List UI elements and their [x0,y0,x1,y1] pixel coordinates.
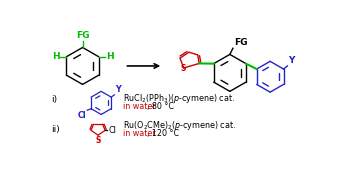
Text: Y: Y [115,85,121,94]
Text: FG: FG [76,31,89,40]
Text: RuCl$_2$(PPh$_3$)($p$-cymene) cat.: RuCl$_2$(PPh$_3$)($p$-cymene) cat. [123,92,235,105]
Text: in water: in water [123,129,156,138]
Text: S: S [95,136,101,145]
Text: Ru(O$_2$CMe)$_2$($p$-cymene) cat.: Ru(O$_2$CMe)$_2$($p$-cymene) cat. [123,119,236,132]
Text: Cl: Cl [108,126,116,135]
Text: H: H [52,52,60,61]
Text: FG: FG [234,38,248,47]
Text: i): i) [52,95,58,104]
Text: S: S [180,63,185,73]
Text: Cl: Cl [78,111,86,120]
Text: , 80 °C: , 80 °C [147,102,174,111]
Text: H: H [106,52,113,61]
Text: in water: in water [123,102,156,111]
Text: ii): ii) [52,125,60,134]
Text: , 120 °C: , 120 °C [147,129,179,138]
Text: Y: Y [288,56,294,65]
